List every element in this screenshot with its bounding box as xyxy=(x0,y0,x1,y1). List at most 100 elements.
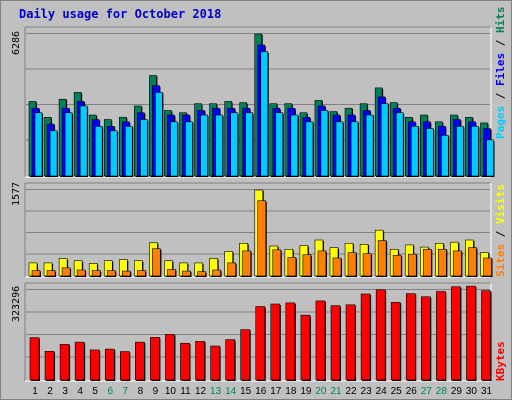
x-label-day-26: 26 xyxy=(406,386,418,397)
bar-pages-day-6 xyxy=(109,130,118,177)
bar-kbytes-day-16 xyxy=(255,306,266,381)
bar-pages-day-17 xyxy=(275,112,284,177)
bar-sites-day-1 xyxy=(31,270,41,277)
x-label-day-25: 25 xyxy=(391,386,403,397)
bar-pages-day-4 xyxy=(79,105,88,177)
bar-sites-day-21 xyxy=(332,257,342,277)
bar-kbytes-day-6 xyxy=(104,348,115,381)
x-label-day-27: 27 xyxy=(421,386,433,397)
bar-pages-day-20 xyxy=(320,110,329,177)
bar-pages-day-27 xyxy=(425,128,434,177)
bar-kbytes-day-15 xyxy=(240,329,250,381)
bar-sites-day-3 xyxy=(61,267,71,277)
x-label-day-6: 6 xyxy=(107,386,113,397)
bar-kbytes-day-13 xyxy=(210,345,220,381)
bar-pages-day-31 xyxy=(486,139,494,177)
bar-pages-day-18 xyxy=(290,114,299,177)
bar-kbytes-day-31 xyxy=(481,290,491,381)
bar-pages-day-28 xyxy=(441,135,449,177)
bar-kbytes-day-17 xyxy=(270,303,281,381)
bar-kbytes-day-11 xyxy=(180,342,190,381)
bar-kbytes-day-8 xyxy=(135,341,145,381)
x-label-day-9: 9 xyxy=(153,386,159,397)
x-label-day-28: 28 xyxy=(436,386,448,397)
x-label-day-23: 23 xyxy=(361,386,373,397)
bar-kbytes-day-26 xyxy=(405,293,416,381)
bar-pages-day-12 xyxy=(200,114,208,177)
bar-sites-day-22 xyxy=(347,252,357,277)
x-label-day-7: 7 xyxy=(123,386,129,397)
x-label-day-31: 31 xyxy=(481,386,493,397)
bar-sites-day-27 xyxy=(422,248,432,277)
bar-kbytes-day-23 xyxy=(360,293,371,381)
bar-pages-day-2 xyxy=(49,130,58,177)
x-label-day-8: 8 xyxy=(138,386,144,397)
bar-sites-day-17 xyxy=(272,249,282,277)
bar-sites-day-18 xyxy=(287,257,297,277)
x-label-day-5: 5 xyxy=(92,386,98,397)
bar-pages-day-24 xyxy=(380,103,389,177)
x-label-day-14: 14 xyxy=(225,386,237,397)
x-label-day-13: 13 xyxy=(210,386,222,397)
bar-kbytes-day-14 xyxy=(225,339,235,381)
bar-pages-day-21 xyxy=(335,121,344,177)
x-label-day-11: 11 xyxy=(180,386,191,397)
bar-kbytes-day-3 xyxy=(59,344,70,381)
bar-pages-day-29 xyxy=(456,126,464,177)
bar-sites-day-20 xyxy=(317,250,327,277)
bar-sites-day-10 xyxy=(167,269,176,277)
x-label-day-15: 15 xyxy=(240,386,252,397)
x-label-day-2: 2 xyxy=(47,386,53,397)
bar-kbytes-day-10 xyxy=(165,334,175,381)
bar-sites-day-13 xyxy=(212,269,221,277)
bar-pages-day-14 xyxy=(230,112,238,177)
x-label-day-16: 16 xyxy=(255,386,267,397)
bar-kbytes-day-12 xyxy=(195,341,205,381)
x-label-day-12: 12 xyxy=(195,386,207,397)
bar-kbytes-day-21 xyxy=(330,305,341,381)
bar-pages-day-26 xyxy=(410,126,419,177)
x-label-day-21: 21 xyxy=(330,386,342,397)
x-label-day-22: 22 xyxy=(345,386,357,397)
bar-pages-day-15 xyxy=(245,112,253,177)
bar-kbytes-day-30 xyxy=(466,285,476,381)
bar-pages-day-5 xyxy=(94,126,103,177)
x-label-day-29: 29 xyxy=(451,386,463,397)
bar-sites-day-15 xyxy=(242,250,251,277)
x-label-day-1: 1 xyxy=(32,386,38,397)
bar-sites-day-16 xyxy=(257,200,267,277)
bar-pages-day-19 xyxy=(305,121,314,177)
bar-kbytes-day-24 xyxy=(375,289,386,381)
bar-sites-day-26 xyxy=(407,253,417,277)
bar-sites-day-4 xyxy=(76,269,86,277)
bar-pages-day-11 xyxy=(185,121,193,177)
bar-pages-day-9 xyxy=(155,92,163,177)
bar-pages-day-1 xyxy=(34,112,43,177)
bar-sites-day-7 xyxy=(122,270,131,277)
bar-sites-day-12 xyxy=(197,271,206,277)
bar-kbytes-day-9 xyxy=(150,337,160,381)
bar-pages-day-8 xyxy=(140,119,148,177)
bar-pages-day-13 xyxy=(215,114,223,177)
bar-sites-day-25 xyxy=(392,254,402,277)
bar-kbytes-day-5 xyxy=(89,349,100,381)
x-label-day-10: 10 xyxy=(165,386,177,397)
bar-sites-day-6 xyxy=(106,270,116,277)
bar-kbytes-day-20 xyxy=(315,300,326,381)
bar-kbytes-day-29 xyxy=(451,286,461,381)
bar-pages-day-22 xyxy=(350,121,359,177)
bar-sites-day-2 xyxy=(46,270,56,277)
bar-kbytes-day-25 xyxy=(390,302,401,381)
bar-kbytes-day-18 xyxy=(285,302,296,381)
bar-sites-day-23 xyxy=(362,253,372,277)
bar-pages-day-25 xyxy=(395,112,404,177)
bar-sites-day-24 xyxy=(377,240,387,277)
bar-kbytes-day-2 xyxy=(44,351,55,381)
x-label-day-18: 18 xyxy=(285,386,297,397)
bar-kbytes-day-19 xyxy=(300,314,311,381)
x-label-day-19: 19 xyxy=(300,386,312,397)
bar-sites-day-28 xyxy=(438,248,447,277)
bar-sites-day-14 xyxy=(227,262,236,277)
bar-pages-day-23 xyxy=(365,114,374,177)
